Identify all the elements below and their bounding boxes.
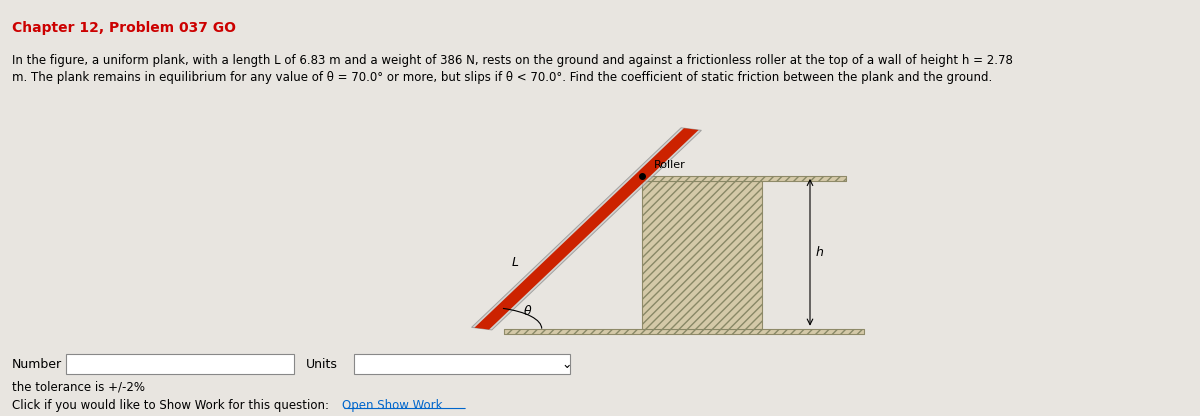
Bar [504, 329, 864, 334]
Bar [354, 354, 570, 374]
Text: θ: θ [523, 305, 532, 318]
Text: the tolerance is +/-2%: the tolerance is +/-2% [12, 380, 145, 394]
Text: Click if you would like to Show Work for this question:: Click if you would like to Show Work for… [12, 399, 329, 412]
Bar [642, 176, 846, 181]
Bar [642, 181, 762, 329]
Text: Roller: Roller [654, 160, 685, 170]
Text: In the figure, a uniform plank, with a length L of 6.83 m and a weight of 386 N,: In the figure, a uniform plank, with a l… [12, 54, 1013, 84]
Text: h: h [816, 246, 824, 259]
Text: Units: Units [306, 357, 338, 371]
Text: Number: Number [12, 357, 62, 371]
Text: ⌄: ⌄ [562, 357, 571, 371]
Text: Open Show Work: Open Show Work [342, 399, 443, 412]
Polygon shape [474, 128, 698, 329]
Bar [504, 329, 864, 334]
Polygon shape [472, 128, 701, 330]
Bar [642, 181, 762, 329]
Bar [642, 176, 846, 181]
Bar [66, 354, 294, 374]
Text: L: L [511, 256, 518, 270]
Text: Chapter 12, Problem 037 GO: Chapter 12, Problem 037 GO [12, 21, 236, 35]
